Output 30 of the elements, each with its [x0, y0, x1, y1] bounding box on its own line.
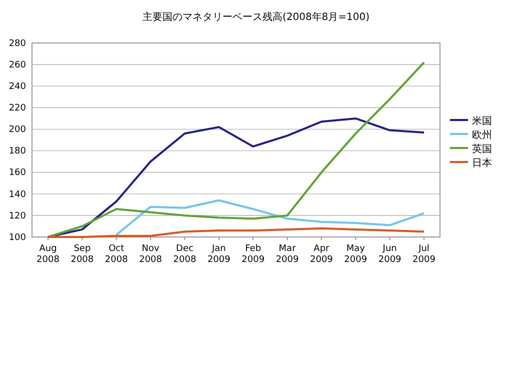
line-series — [47, 61, 425, 238]
x-tick-label: Feb 2009 — [242, 244, 265, 265]
x-tick-label: Apr 2009 — [310, 244, 334, 265]
legend-label: 欧州 — [472, 129, 492, 141]
x-tick-label: Nov 2008 — [139, 244, 162, 265]
y-tick-label: 200 — [8, 125, 26, 136]
legend-label: 米国 — [472, 115, 492, 127]
x-tick-label: Mar 2009 — [276, 244, 299, 265]
y-tick-label: 260 — [8, 60, 26, 70]
y-tick-label: 180 — [8, 146, 26, 157]
y-tick-label: 240 — [8, 82, 26, 92]
chart-title: 主要国のマネタリーベース残高(2008年8月=100) — [142, 11, 370, 23]
legend-label: 英国 — [472, 143, 492, 155]
y-tick-label: 160 — [8, 168, 26, 178]
y-tick-label: 140 — [8, 190, 26, 200]
x-tick-label: Sep 2008 — [70, 244, 94, 265]
y-tick-label: 120 — [8, 211, 26, 222]
y-tick-label: 220 — [8, 104, 26, 114]
x-tick-label: Jan 2009 — [207, 244, 231, 265]
legend-label: 日本 — [472, 157, 492, 169]
line-series — [47, 227, 425, 238]
y-tick-label: 280 — [8, 38, 26, 49]
line-series — [115, 199, 425, 236]
y-tick-label: 100 — [8, 232, 26, 243]
x-tick-label: May 2009 — [344, 244, 368, 265]
x-tick-label: Oct 2008 — [104, 244, 128, 265]
x-tick-label: Jul 2009 — [412, 244, 436, 265]
x-tick-label: Aug 2008 — [36, 244, 60, 265]
x-tick-label: Jun 2009 — [378, 244, 402, 265]
x-tick-label: Dec 2008 — [173, 244, 196, 265]
